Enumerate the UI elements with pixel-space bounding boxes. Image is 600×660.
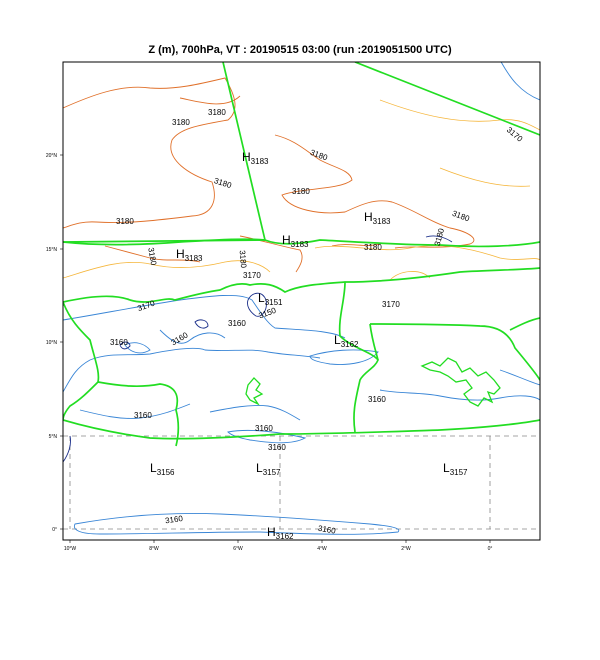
map-title: Z (m), 700hPa, VT : 20190515 03:00 (run …	[148, 44, 452, 56]
dashed-reference-lines	[63, 435, 540, 530]
contour-label: 3180	[364, 243, 382, 252]
high-center-label: H3183	[282, 233, 309, 249]
contour-label: 3180	[213, 176, 233, 190]
low-center-label: L3151	[258, 291, 283, 307]
lake-outlines	[245, 357, 501, 407]
contour-label: 3180	[451, 209, 471, 224]
high-center-label: H3183	[176, 247, 203, 263]
contour-labels: 3180 3180 3180 3180 3180 3180 3180 3180 …	[110, 108, 525, 536]
contour-label: 3160	[255, 424, 273, 433]
contour-label: 3150	[257, 306, 277, 321]
low-center-label: L3157	[443, 461, 468, 477]
contour-label: 3180	[292, 187, 310, 196]
contour-3150	[63, 235, 453, 463]
pressure-centers: H3183 H3183 H3183 H3183 L3151 L3162 L315…	[150, 150, 468, 541]
map-frame	[62, 61, 541, 541]
contour-label: 3170	[382, 300, 400, 309]
lat-tick-label: 0°	[52, 527, 57, 533]
contour-label: 3160	[228, 319, 246, 328]
low-center-label: L3156	[150, 461, 175, 477]
lon-tick-label: 4°W	[317, 546, 327, 552]
contour-label: 3160	[134, 411, 152, 420]
lon-axis: 10°W 8°W 6°W 4°W 2°W 0°	[64, 540, 493, 552]
lat-axis: 20°N 15°N 10°N 5°N 0°	[46, 153, 63, 533]
lat-tick-label: 10°N	[46, 340, 58, 346]
contour-label: 3160	[368, 395, 386, 404]
contour-label: 3160	[268, 443, 286, 452]
contour-label: 3170	[243, 271, 261, 280]
lon-tick-label: 6°W	[233, 546, 243, 552]
low-center-label: L3157	[256, 461, 281, 477]
contour-label: 3170	[136, 298, 156, 313]
high-center-label: H3183	[364, 210, 391, 226]
high-center-label: H3162	[267, 525, 294, 541]
contour-label: 3180	[238, 250, 249, 269]
contour-label: 3180	[433, 227, 446, 247]
country-borders	[63, 62, 540, 447]
contour-label: 3180	[208, 108, 226, 117]
contour-3180	[63, 77, 475, 273]
contour-label: 3160	[317, 524, 337, 536]
contour-label: 3160	[170, 330, 190, 347]
contour-label: 3180	[172, 118, 190, 127]
lon-tick-label: 2°W	[401, 546, 411, 552]
high-center-label: H3183	[242, 150, 269, 166]
contour-3160	[63, 62, 540, 535]
lon-tick-label: 8°W	[149, 546, 159, 552]
contour-label: 3180	[146, 247, 158, 267]
lat-tick-label: 5°N	[49, 434, 58, 440]
lon-tick-label: 10°W	[64, 546, 77, 552]
lat-tick-label: 15°N	[46, 247, 58, 253]
contour-label: 3160	[165, 514, 184, 525]
contour-label: 3180	[309, 148, 329, 163]
low-center-label: L3162	[334, 333, 359, 349]
lon-tick-label: 0°	[488, 546, 493, 552]
contour-label: 3160	[110, 338, 128, 347]
lat-tick-label: 20°N	[46, 153, 58, 159]
contour-label: 3180	[116, 217, 134, 226]
